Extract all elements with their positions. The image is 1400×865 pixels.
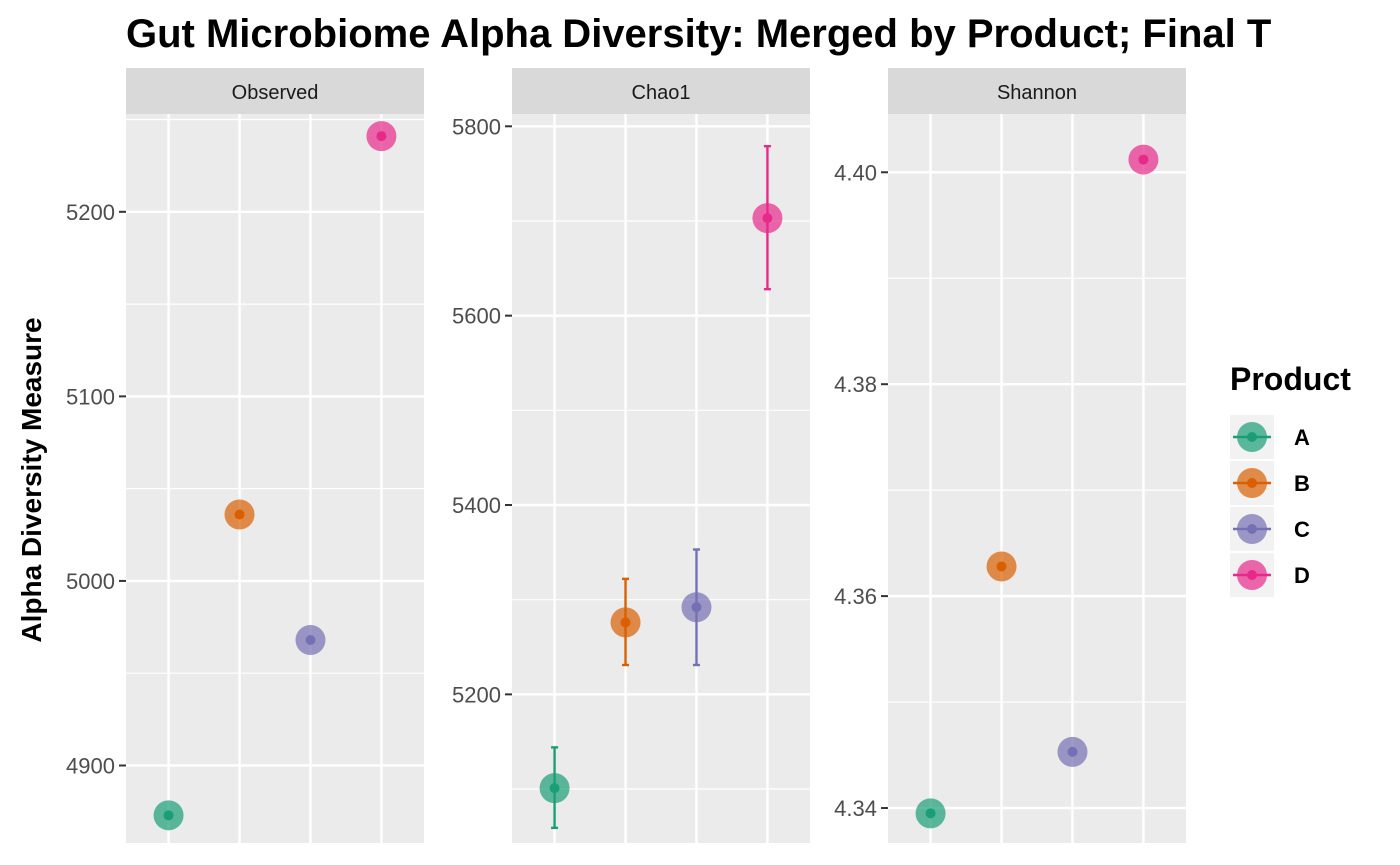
point-center (925, 808, 936, 819)
data-point-b (986, 551, 1017, 582)
facet-strip (126, 68, 424, 114)
legend-key-c: C (1230, 507, 1310, 551)
legend-key-d: D (1230, 553, 1310, 597)
data-point-a (153, 800, 184, 831)
facet-strip-label: Shannon (997, 82, 1077, 104)
data-point-b (224, 499, 255, 530)
facet-shannon: Shannon 4.34 4.36 4.38 4.40 (834, 68, 1186, 843)
y-tick-label: 5200 (452, 682, 501, 707)
y-tick-label: 5100 (66, 384, 115, 409)
legend-key-center (1247, 478, 1257, 488)
y-tick-label: 4.36 (834, 584, 877, 609)
chart-title: Gut Microbiome Alpha Diversity: Merged b… (126, 12, 1271, 56)
facet-observed: Observed 4900 5000 5100 5200 (66, 68, 424, 843)
data-point-d (1128, 144, 1159, 175)
facet-strip-label: Observed (232, 82, 319, 104)
y-tick-label: 5800 (452, 114, 501, 139)
data-point-b (610, 577, 641, 667)
point-center (1067, 746, 1078, 757)
y-tick-label: 5200 (66, 200, 115, 225)
legend-key-a: A (1230, 415, 1310, 459)
y-tick-label: 4.34 (834, 796, 877, 821)
facet-strip-label: Chao1 (632, 82, 691, 104)
y-tick-label: 5400 (452, 493, 501, 518)
data-point-c (1057, 736, 1088, 767)
point-center (376, 131, 387, 142)
data-point-a (915, 798, 946, 829)
data-point-d (366, 121, 397, 152)
facet-panels: Observed 4900 5000 5100 5200 Chao1 5200 5400 560… (66, 68, 1186, 843)
legend-key-b: B (1230, 461, 1310, 505)
facet-chao1: Chao1 5200 5400 5600 5800 (452, 68, 810, 843)
panel-background (888, 114, 1186, 843)
legend-label: B (1294, 471, 1310, 496)
data-point-c (295, 624, 326, 655)
point-center (1138, 154, 1149, 165)
legend-key-center (1247, 570, 1257, 580)
legend-label: D (1294, 563, 1310, 588)
panel-background (126, 114, 424, 843)
legend-label: C (1294, 517, 1310, 542)
point-center (163, 810, 174, 821)
y-tick-label: 4.38 (834, 372, 877, 397)
y-tick-label: 5000 (66, 569, 115, 594)
y-tick-label: 4.40 (834, 160, 877, 185)
facet-strip (512, 68, 810, 114)
point-center (234, 509, 245, 520)
y-tick-label: 4900 (66, 753, 115, 778)
legend-title: Product (1230, 361, 1351, 397)
point-center (620, 617, 631, 628)
point-center (691, 602, 702, 613)
data-point-a (539, 746, 570, 830)
point-center (996, 561, 1007, 572)
data-point-d (752, 144, 783, 291)
panel-background (512, 114, 810, 843)
data-point-c (681, 548, 712, 667)
point-center (762, 213, 773, 224)
facet-strip (888, 68, 1186, 114)
legend-label: A (1294, 425, 1310, 450)
y-tick-label: 5600 (452, 304, 501, 329)
legend-key-center (1247, 524, 1257, 534)
point-center (549, 783, 560, 794)
y-axis-label: Alpha Diversity Measure (16, 317, 47, 642)
point-center (305, 634, 316, 645)
legend-key-center (1247, 432, 1257, 442)
